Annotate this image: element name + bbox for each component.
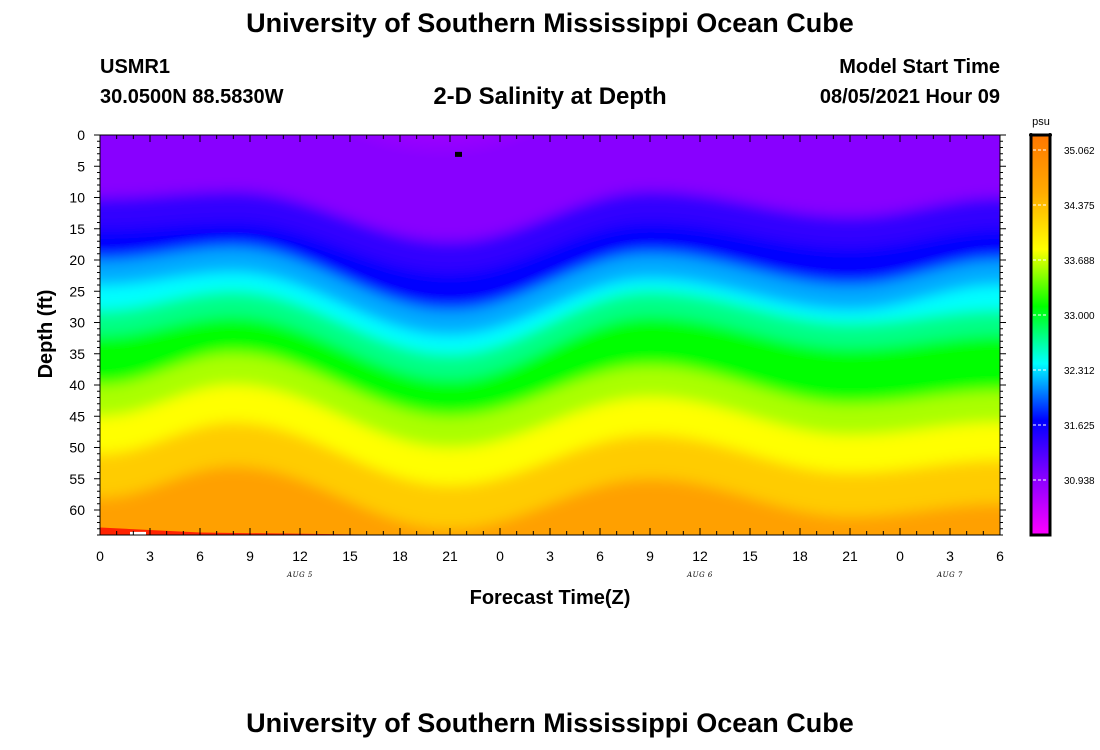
colorbar-label: 33.688 <box>1064 256 1095 267</box>
bottom-red-wedge <box>100 527 400 535</box>
x-tick-label: 15 <box>342 548 358 564</box>
x-tick-label: 3 <box>546 548 554 564</box>
x-tick-label: 9 <box>646 548 654 564</box>
colorbar-corner <box>1048 133 1052 137</box>
colorbar: psu 35.062 34.375 33.688 33.000 32.312 31.625… <box>1029 116 1095 537</box>
band-orange <box>100 466 1000 535</box>
x-axis: 0 3 6 9 12 15 18 21 0 3 6 9 12 15 18 21 0 3 6 AUG 5 AUG 6 AUG… <box>96 135 1004 579</box>
y-tick-label: 35 <box>69 346 85 362</box>
x-tick-label: 3 <box>146 548 154 564</box>
x-tick-label: 21 <box>842 548 858 564</box>
x-tick-label: 0 <box>496 548 504 564</box>
x-tick-label: 9 <box>246 548 254 564</box>
x-tick-label: 15 <box>742 548 758 564</box>
y-tick-label: 45 <box>69 408 85 424</box>
y-axis-title: Depth (ft) <box>35 290 57 379</box>
y-axis: 0 5 10 15 20 25 30 35 40 45 50 55 60 <box>69 127 100 536</box>
model-start-value: 08/05/2021 Hour 09 <box>819 86 1000 108</box>
footer-title: University of Southern Mississippi Ocean… <box>246 708 854 738</box>
model-start-label: Model Start Time <box>839 56 1000 78</box>
y-tick-label: 50 <box>69 440 85 456</box>
x-tick-label: 18 <box>392 548 408 564</box>
x-axis-title: Forecast Time(Z) <box>470 587 631 609</box>
x-tick-label: 6 <box>196 548 204 564</box>
colorbar-gradient <box>1029 133 1052 537</box>
station-name: USMR1 <box>100 56 171 78</box>
colorbar-corner <box>1029 133 1033 137</box>
colorbar-label: 33.000 <box>1064 311 1095 322</box>
y-tick-label: 5 <box>77 158 85 174</box>
colorbar-label: 35.062 <box>1064 146 1095 157</box>
x-tick-label: 12 <box>292 548 308 564</box>
x-tick-label: 0 <box>96 548 104 564</box>
y-tick-label: 60 <box>69 502 85 518</box>
date-label: AUG 7 <box>936 571 963 579</box>
y-tick-label: 40 <box>69 377 85 393</box>
colorbar-unit: psu <box>1032 116 1050 128</box>
x-tick-label: 12 <box>692 548 708 564</box>
x-tick-label: 18 <box>792 548 808 564</box>
y-tick-label: 30 <box>69 315 85 331</box>
y-tick-label: 25 <box>69 283 85 299</box>
colorbar-label: 34.375 <box>1064 201 1095 212</box>
station-marker <box>455 151 462 157</box>
y-tick-label: 10 <box>69 190 85 206</box>
y-tick-label: 0 <box>77 127 85 143</box>
station-coordinates: 30.0500N 88.5830W <box>100 86 284 108</box>
x-tick-label: 6 <box>996 548 1004 564</box>
heatmap-area <box>100 135 1000 535</box>
x-tick-label: 21 <box>442 548 458 564</box>
y-tick-label: 20 <box>69 252 85 268</box>
x-tick-label: 3 <box>946 548 954 564</box>
high-salinity-surface-blob <box>291 135 592 255</box>
x-tick-label: 0 <box>896 548 904 564</box>
colorbar-label: 31.625 <box>1064 421 1095 432</box>
colorbar-label: 32.312 <box>1064 366 1095 377</box>
date-label: AUG 6 <box>686 571 713 579</box>
y-tick-label: 15 <box>69 221 85 237</box>
date-label: AUG 5 <box>286 571 313 579</box>
y-tick-label: 55 <box>69 471 85 487</box>
x-tick-label: 6 <box>596 548 604 564</box>
page-title: University of Southern Mississippi Ocean… <box>246 8 854 38</box>
right-minor-ticks <box>1000 134 1006 536</box>
bottom-white-marker <box>130 531 146 535</box>
colorbar-label: 30.938 <box>1064 476 1095 487</box>
chart-subtitle: 2-D Salinity at Depth <box>433 83 667 110</box>
